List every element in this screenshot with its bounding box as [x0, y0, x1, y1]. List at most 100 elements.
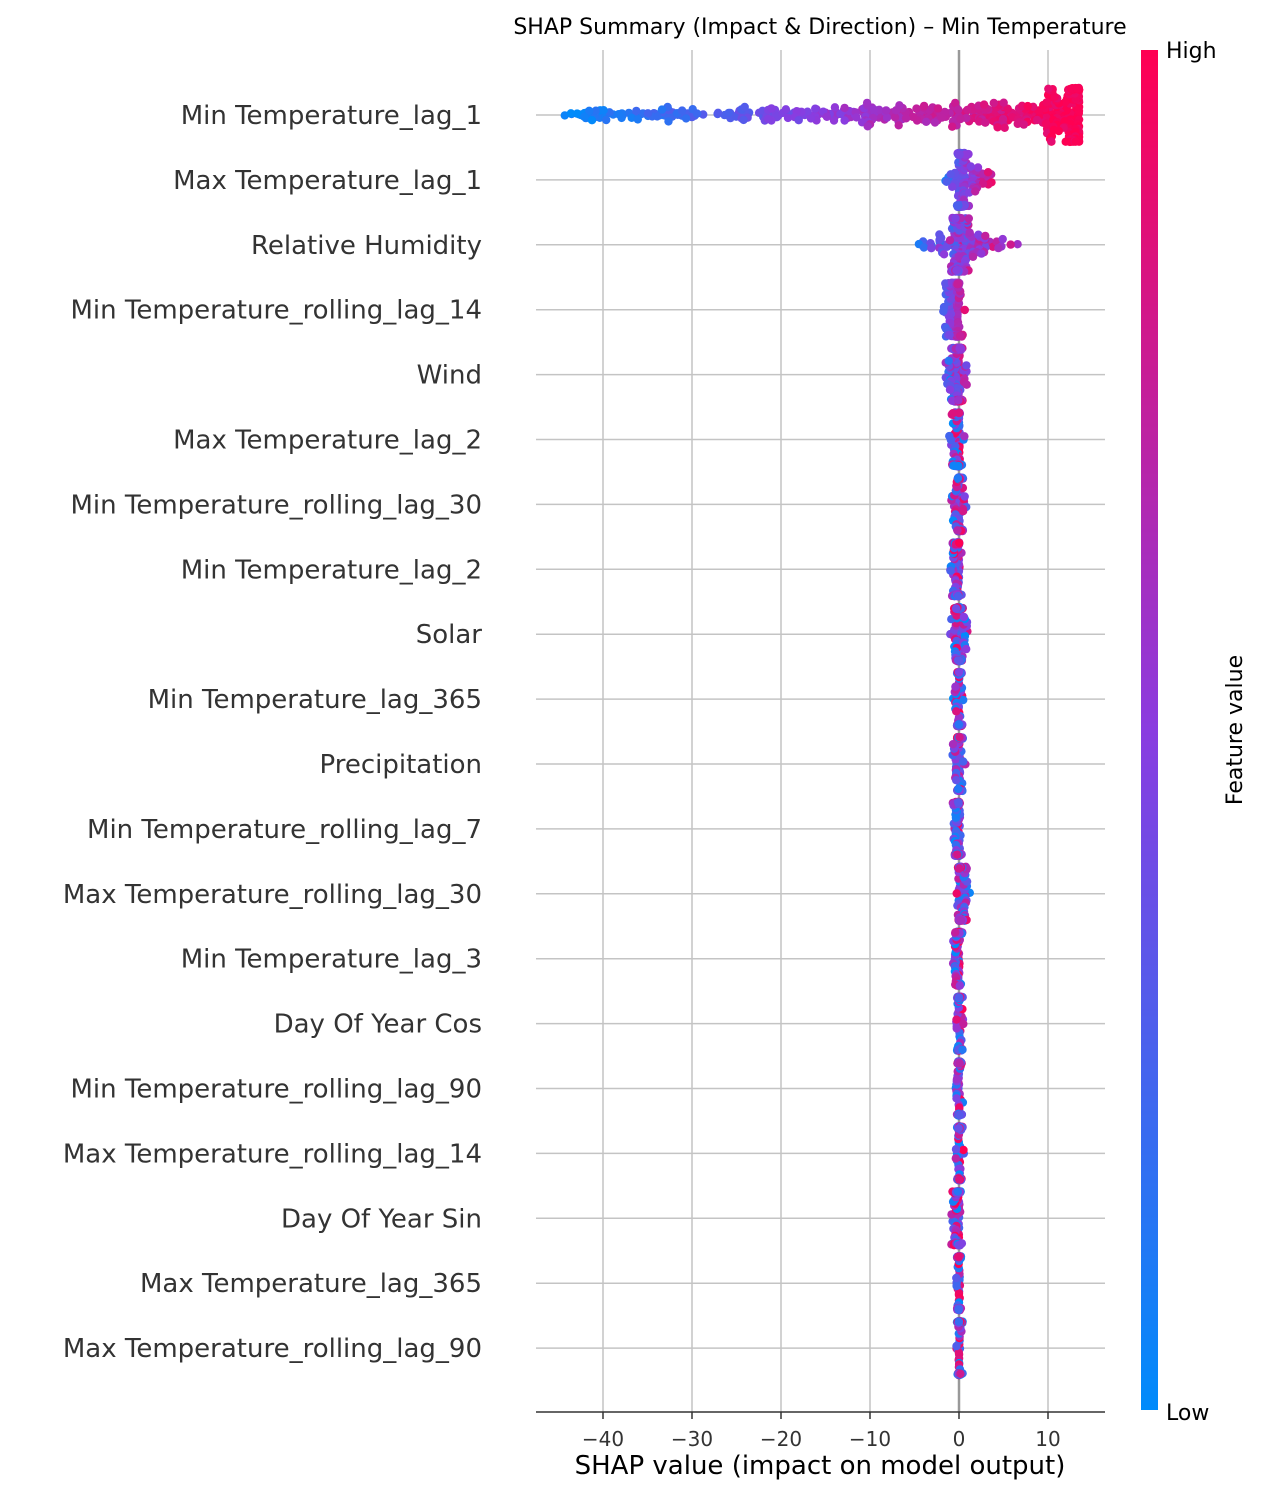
- shap-point: [952, 266, 961, 275]
- shap-point: [960, 305, 969, 315]
- x-tick-label: 0: [953, 1427, 966, 1451]
- shap-point: [919, 243, 929, 252]
- shap-point: [954, 1305, 963, 1315]
- shap-point: [994, 243, 1003, 253]
- shap-point: [657, 105, 667, 114]
- feature-label: Min Temperature_lag_3: [181, 945, 482, 975]
- shap-point: [954, 1317, 963, 1326]
- shap-point: [901, 114, 911, 123]
- shap-point: [942, 177, 951, 186]
- shap-point: [956, 1369, 965, 1379]
- shap-point: [1047, 137, 1056, 146]
- feature-label: Day Of Year Sin: [281, 1204, 482, 1234]
- shap-point: [946, 566, 955, 575]
- feature-label: Min Temperature_rolling_lag_7: [87, 815, 482, 845]
- shap-point: [572, 109, 582, 118]
- shap-point: [965, 228, 974, 237]
- feature-label: Max Temperature_lag_1: [173, 166, 482, 196]
- feature-label: Precipitation: [319, 750, 482, 780]
- shap-point: [1019, 120, 1028, 129]
- feature-label: Solar: [416, 620, 483, 650]
- shap-point: [566, 109, 576, 118]
- shap-point: [955, 981, 964, 990]
- shap-point: [952, 1024, 961, 1033]
- shap-point: [953, 656, 963, 665]
- x-tick-label: −10: [849, 1427, 891, 1451]
- shap-point: [952, 1015, 961, 1024]
- shap-point: [944, 356, 953, 365]
- shap-point: [869, 105, 879, 114]
- shap-point: [713, 108, 723, 118]
- shap-point: [958, 1045, 967, 1054]
- feature-label: Min Temperature_lag_2: [181, 555, 482, 585]
- shap-point: [955, 343, 965, 353]
- shap-point: [981, 118, 990, 127]
- shap-point: [1050, 92, 1059, 102]
- shap-point: [836, 109, 845, 119]
- shap-point: [781, 105, 791, 114]
- shap-point: [1032, 115, 1042, 125]
- shap-point: [891, 106, 901, 115]
- shap-point: [960, 492, 969, 501]
- shap-point: [952, 1281, 961, 1291]
- chart-title: SHAP Summary (Impact & Direction) – Min …: [513, 15, 1126, 40]
- shap-point: [945, 330, 954, 339]
- colorbar-high-label: High: [1166, 39, 1217, 64]
- shap-point: [971, 187, 980, 196]
- shap-point: [954, 201, 963, 210]
- feature-label: Min Temperature_lag_365: [148, 685, 482, 715]
- shap-point: [941, 279, 950, 288]
- shap-point: [949, 461, 958, 470]
- shap-point: [955, 1059, 964, 1068]
- shap-point: [954, 105, 963, 114]
- shap-point: [922, 117, 931, 127]
- feature-label: Max Temperature_lag_365: [140, 1269, 482, 1299]
- x-tick-label: −20: [760, 1427, 802, 1451]
- shap-point: [953, 280, 962, 289]
- shap-point: [953, 474, 963, 483]
- shap-point: [822, 112, 832, 122]
- shap-point: [937, 113, 946, 122]
- shap-point: [973, 163, 983, 172]
- shap-point: [951, 928, 960, 937]
- shap-point: [989, 98, 998, 108]
- shap-point: [863, 122, 872, 131]
- shap-point: [963, 105, 972, 115]
- shap-point: [955, 733, 964, 742]
- feature-label: Min Temperature_lag_1: [181, 101, 482, 131]
- shap-point: [724, 108, 733, 118]
- shap-point: [960, 432, 969, 441]
- shap-point: [830, 103, 840, 112]
- shap-point: [653, 112, 662, 121]
- shap-point: [954, 720, 964, 729]
- shap-point: [803, 107, 812, 116]
- shap-point: [681, 114, 691, 123]
- shap-point: [955, 408, 964, 418]
- shap-point: [951, 1145, 961, 1154]
- shap-point: [983, 168, 993, 177]
- shap-point: [930, 118, 940, 127]
- shap-point: [948, 122, 957, 131]
- shap-point: [632, 106, 641, 116]
- colorbar: [1141, 50, 1158, 1410]
- shap-point: [580, 112, 589, 121]
- feature-label: Max Temperature_lag_2: [173, 426, 482, 456]
- shap-point: [954, 396, 963, 405]
- shap-point: [952, 889, 961, 898]
- shap-point: [591, 106, 601, 115]
- shap-point: [993, 123, 1002, 132]
- shap-point: [952, 707, 961, 716]
- shap-point: [740, 102, 749, 112]
- shap-point: [894, 121, 903, 130]
- shap-point: [1061, 137, 1070, 146]
- shap-point: [1041, 119, 1051, 128]
- shap-point: [953, 591, 963, 601]
- shap-point: [1042, 98, 1051, 107]
- shap-point: [739, 115, 748, 125]
- shap-point: [953, 1187, 962, 1196]
- shap-point: [908, 112, 918, 122]
- shap-point: [862, 98, 872, 108]
- shap-point: [1072, 84, 1082, 93]
- shap-point: [881, 106, 891, 115]
